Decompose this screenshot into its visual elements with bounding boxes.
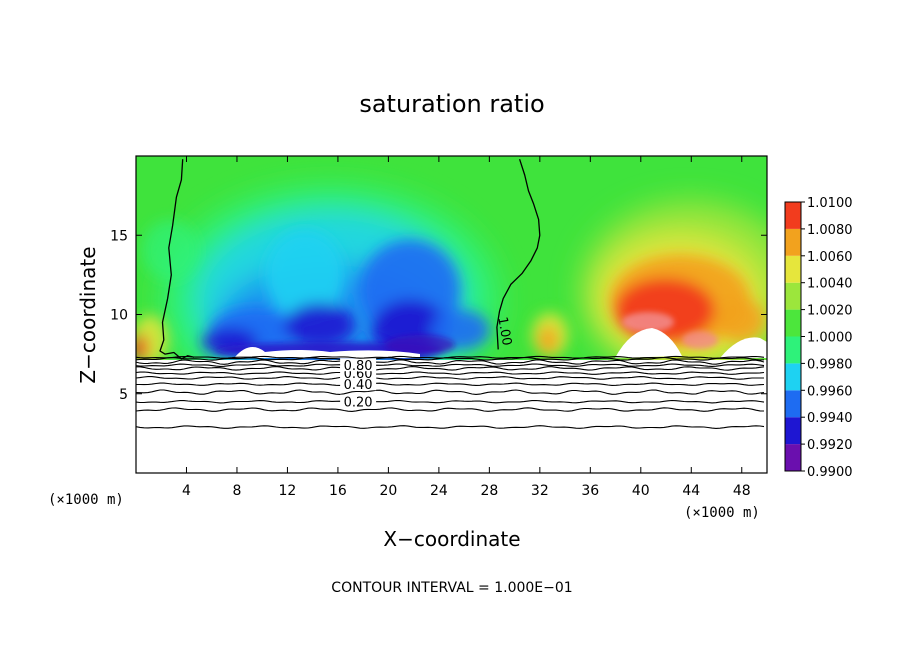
- colorbar-label: 0.9900: [807, 465, 853, 480]
- contour-lines: 0.200.400.600.801.00: [136, 159, 765, 429]
- contour-line: [136, 425, 765, 429]
- x-tick-label: 36: [581, 483, 599, 499]
- contour-label-bg: [340, 377, 377, 391]
- x-tick-label: 40: [632, 483, 650, 499]
- cloud-core-left: [615, 328, 682, 358]
- colorbar-swatch: [785, 363, 801, 391]
- contour-line-1-00: [496, 159, 541, 350]
- x-tick-label: 12: [279, 483, 297, 499]
- x-tick-label: 8: [232, 483, 241, 499]
- colorbar-label: 1.0020: [807, 304, 853, 319]
- contour-line: [136, 376, 764, 380]
- x-tick-label: 20: [379, 483, 397, 499]
- colorbar: 0.9900 0.9920 0.9940 0.9960 0.9980 1.0000 1.00…: [784, 196, 853, 480]
- x-unit-right: (×1000 m): [684, 505, 760, 521]
- colorbar-swatch: [785, 255, 801, 283]
- colorbar-swatch: [785, 202, 801, 229]
- contour-line-labeled: [136, 399, 765, 404]
- x-axis-label: X−coordinate: [383, 527, 520, 551]
- contour-line: [136, 389, 765, 395]
- y-tick-label: 10: [110, 308, 128, 324]
- x-tick-label: 24: [430, 483, 448, 499]
- colorbar-label: 1.0060: [807, 250, 853, 265]
- below-cloud-base: [136, 360, 767, 473]
- colorbar-label: 0.9920: [807, 438, 853, 453]
- x-tick-label: 28: [480, 483, 498, 499]
- contour-label-1-00: 1.00: [494, 316, 514, 347]
- contour-line: [136, 359, 765, 365]
- colorbar-swatch: [785, 390, 801, 418]
- y-axis-label: Z−coordinate: [76, 246, 100, 383]
- x-tick-label: 48: [733, 483, 751, 499]
- contour-label-bg: [340, 394, 377, 408]
- chart-title: saturation ratio: [359, 90, 544, 118]
- contour-label-bg: [340, 358, 377, 372]
- colorbar-label: 1.0000: [807, 331, 853, 346]
- contour-interval-note: CONTOUR INTERVAL = 1.000E−01: [331, 580, 572, 596]
- y-tick-label: 15: [110, 228, 128, 244]
- contour-line-labeled: [136, 371, 765, 375]
- x-tick-label: 16: [329, 483, 347, 499]
- colorbar-label: 1.0080: [807, 223, 853, 238]
- colorbar-swatch: [785, 444, 801, 471]
- plot-area: 0.200.400.600.801.00: [136, 156, 767, 473]
- contour-label: 0.40: [344, 378, 373, 393]
- contour-line: [136, 407, 765, 412]
- cloud-base-line: [136, 355, 765, 359]
- colorbar-swatch: [785, 228, 801, 256]
- x-tick-label: 32: [531, 483, 549, 499]
- colorbar-swatch: [785, 336, 801, 364]
- colorbar-swatch: [785, 309, 801, 337]
- contour-line-1-00: [159, 159, 195, 360]
- cloud-core-right: [720, 337, 767, 358]
- y-axis-ticks: 5 10 15: [110, 228, 767, 403]
- colorbar-label: 1.0040: [807, 277, 853, 292]
- colorbar-label: 1.0100: [807, 196, 853, 211]
- colorbar-label: 0.9980: [807, 357, 853, 372]
- colorbar-label: 0.9960: [807, 384, 853, 399]
- colorbar-label: 0.9940: [807, 411, 853, 426]
- cloud-core-center: [235, 347, 420, 358]
- contour-label: 0.20: [344, 396, 373, 411]
- y-tick-label: 5: [119, 387, 128, 403]
- contour-line: [136, 366, 765, 371]
- saturation-field: [136, 156, 767, 415]
- x-tick-label: 44: [682, 483, 700, 499]
- x-unit-left: (×1000 m): [48, 492, 124, 508]
- x-tick-label: 4: [182, 483, 191, 499]
- contour-line-labeled: [136, 363, 765, 367]
- colorbar-swatch: [785, 282, 801, 310]
- contour-line-labeled: [136, 382, 765, 386]
- x-axis-ticks: 4 8 12 16 20 24 28 32 36 40 44 48: [182, 156, 751, 499]
- colorbar-swatch: [785, 417, 801, 445]
- contour-label: 0.80: [344, 359, 373, 374]
